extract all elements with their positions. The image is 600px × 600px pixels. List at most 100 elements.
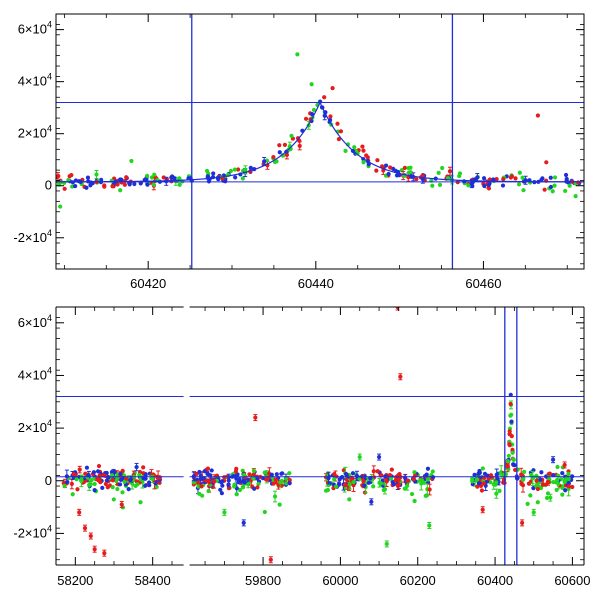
x-tick-label: 60600: [554, 573, 590, 588]
data-point: [576, 180, 581, 185]
x-tick-label: 60200: [400, 573, 436, 588]
data-point: [360, 144, 365, 149]
data-point: [519, 481, 524, 487]
x-tick-label: 60400: [477, 573, 513, 588]
plot-area: [56, 14, 584, 269]
data-point: [115, 486, 120, 492]
data-point: [333, 484, 339, 489]
data-point: [122, 479, 127, 484]
data-point: [411, 476, 416, 482]
data-point: [124, 476, 129, 481]
data-point: [199, 484, 204, 489]
data-point: [550, 472, 556, 478]
data-point: [425, 477, 431, 482]
data-point: [71, 471, 76, 477]
data-point: [564, 176, 569, 182]
data-point: [196, 484, 201, 489]
data-point: [282, 142, 288, 147]
data-point: [65, 480, 70, 485]
data-point: [427, 487, 432, 492]
data-point: [241, 472, 247, 478]
data-point: [342, 483, 348, 488]
data-point: [132, 181, 137, 187]
data-point: [104, 478, 110, 483]
data-point: [382, 487, 388, 492]
y-tick-label: 2×104: [18, 418, 52, 435]
data-point: [546, 479, 551, 485]
outlier-point: [119, 502, 124, 507]
outlier-point: [92, 547, 97, 552]
outlier-point: [531, 510, 536, 515]
data-point: [197, 469, 202, 475]
outlier-point: [544, 160, 549, 165]
data-point: [384, 479, 389, 484]
data-point: [269, 472, 274, 477]
data-point: [240, 176, 245, 181]
data-point: [509, 419, 514, 424]
data-point: [566, 471, 571, 476]
data-point: [265, 476, 270, 482]
data-point: [570, 484, 575, 490]
data-point: [220, 483, 225, 488]
data-point: [391, 482, 397, 487]
data-point: [542, 187, 547, 192]
data-point: [420, 173, 425, 178]
outlier-point: [222, 510, 227, 515]
data-point: [436, 170, 441, 175]
data-point: [402, 165, 407, 170]
outlier-point: [309, 82, 314, 87]
data-point: [328, 114, 333, 119]
data-point: [494, 176, 499, 182]
data-point: [528, 493, 533, 498]
data-point: [551, 479, 556, 485]
data-point: [501, 177, 506, 182]
data-point: [232, 484, 237, 489]
data-point: [491, 177, 496, 182]
data-point: [262, 509, 267, 515]
data-point: [566, 476, 571, 482]
data-point: [520, 175, 525, 180]
data-point: [127, 182, 132, 187]
data-point: [70, 492, 75, 497]
data-point: [114, 478, 119, 483]
data-point: [414, 177, 419, 182]
y-tick-label: -2×104: [13, 523, 52, 540]
data-point: [273, 477, 278, 482]
data-point: [351, 479, 356, 485]
data-point: [240, 485, 246, 490]
data-point: [494, 491, 499, 496]
data-point: [218, 487, 223, 492]
data-point: [118, 477, 124, 483]
outlier-point: [398, 374, 403, 379]
data-point: [567, 183, 572, 188]
data-point: [309, 111, 315, 117]
outlier-point: [550, 457, 556, 462]
data-point: [563, 172, 569, 178]
outlier-point: [129, 158, 134, 164]
data-point: [526, 481, 532, 486]
data-point: [251, 468, 257, 473]
data-point: [228, 168, 233, 174]
outlier-point: [330, 86, 335, 91]
data-point: [118, 177, 123, 182]
x-tick-label: 60000: [322, 573, 358, 588]
data-point: [487, 177, 493, 182]
data-point: [556, 481, 561, 486]
data-point: [303, 116, 309, 121]
data-point: [251, 476, 256, 481]
data-point: [482, 475, 487, 480]
data-point: [475, 484, 480, 489]
data-point: [117, 482, 123, 487]
data-point: [511, 457, 516, 462]
data-point: [271, 154, 276, 160]
data-point: [408, 170, 413, 175]
data-point: [481, 176, 487, 181]
data-point: [430, 183, 435, 188]
data-point: [555, 464, 560, 470]
data-point: [234, 492, 239, 497]
data-point: [336, 136, 341, 142]
data-point: [233, 469, 238, 474]
data-point: [86, 473, 91, 478]
data-point: [475, 175, 480, 180]
data-point: [354, 473, 360, 479]
